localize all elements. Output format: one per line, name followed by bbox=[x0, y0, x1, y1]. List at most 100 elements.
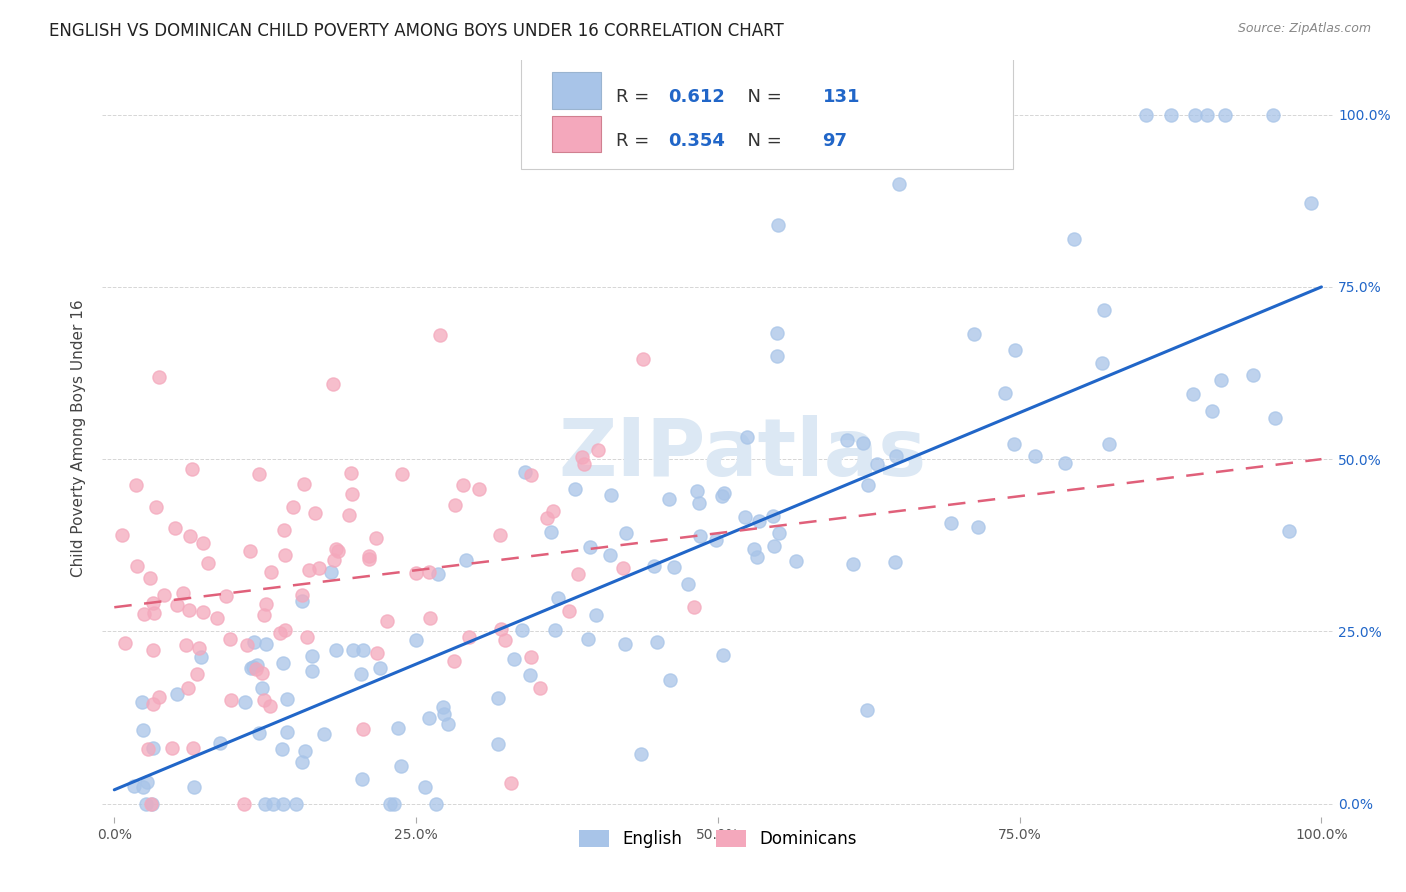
Point bbox=[260, 565, 283, 579]
Point bbox=[1195, 108, 1218, 122]
Point bbox=[557, 604, 579, 618]
Text: Source: ZipAtlas.com: Source: ZipAtlas.com bbox=[1237, 22, 1371, 36]
Point bbox=[748, 514, 770, 528]
Point bbox=[488, 528, 510, 542]
Point bbox=[165, 521, 187, 535]
Point bbox=[742, 541, 765, 556]
Point bbox=[1135, 108, 1157, 122]
Point bbox=[631, 351, 654, 366]
Point bbox=[243, 635, 266, 649]
Point bbox=[111, 528, 134, 542]
Point bbox=[1181, 386, 1204, 401]
Point bbox=[391, 467, 413, 482]
Point bbox=[271, 656, 294, 670]
Point bbox=[215, 589, 238, 603]
Text: N =: N = bbox=[737, 132, 787, 150]
Point bbox=[181, 741, 204, 756]
Point bbox=[762, 509, 785, 524]
Point bbox=[172, 585, 194, 599]
Point bbox=[197, 556, 219, 570]
Point bbox=[1263, 108, 1285, 122]
Point bbox=[125, 559, 148, 574]
Point bbox=[285, 797, 308, 811]
Point bbox=[281, 500, 304, 514]
Point bbox=[295, 631, 318, 645]
Point bbox=[704, 533, 727, 548]
Point bbox=[883, 555, 905, 569]
Point bbox=[294, 743, 316, 757]
Point bbox=[489, 622, 512, 636]
Point bbox=[252, 666, 274, 681]
Point bbox=[366, 531, 388, 545]
Point bbox=[856, 477, 879, 491]
Point bbox=[425, 797, 447, 811]
Point bbox=[352, 723, 374, 737]
Legend: English, Dominicans: English, Dominicans bbox=[572, 823, 863, 855]
Point bbox=[239, 544, 262, 558]
Point bbox=[544, 623, 567, 637]
Point bbox=[486, 691, 509, 706]
Point bbox=[269, 626, 291, 640]
Point bbox=[187, 640, 209, 655]
Point bbox=[586, 442, 609, 457]
Point bbox=[766, 218, 789, 232]
Point bbox=[520, 649, 543, 664]
Point bbox=[312, 727, 335, 741]
Point bbox=[124, 477, 146, 491]
Point bbox=[540, 525, 562, 540]
Point bbox=[382, 797, 405, 811]
Point bbox=[142, 740, 165, 755]
Point bbox=[458, 630, 481, 644]
Point bbox=[443, 499, 465, 513]
Point bbox=[541, 504, 564, 518]
Point bbox=[131, 695, 153, 709]
Point bbox=[180, 462, 202, 476]
Point bbox=[866, 457, 889, 471]
Point bbox=[301, 665, 323, 679]
Text: 97: 97 bbox=[823, 132, 848, 150]
Point bbox=[884, 449, 907, 463]
Point bbox=[339, 508, 361, 523]
FancyBboxPatch shape bbox=[520, 52, 1014, 169]
Point bbox=[1024, 449, 1046, 463]
Point bbox=[342, 643, 364, 657]
Point bbox=[276, 725, 298, 739]
Point bbox=[262, 797, 284, 811]
Point bbox=[688, 496, 710, 510]
Point bbox=[321, 565, 343, 579]
Point bbox=[142, 643, 165, 657]
Point bbox=[662, 560, 685, 574]
Point bbox=[689, 528, 711, 542]
Point bbox=[613, 637, 636, 651]
Point bbox=[645, 635, 668, 649]
Text: 131: 131 bbox=[823, 88, 860, 106]
Point bbox=[240, 661, 263, 675]
Point bbox=[962, 327, 984, 342]
Point bbox=[437, 717, 460, 731]
Point bbox=[325, 643, 347, 657]
Point bbox=[502, 652, 524, 666]
Point bbox=[304, 506, 326, 520]
Point bbox=[585, 607, 607, 622]
Point bbox=[252, 693, 274, 707]
Point bbox=[468, 482, 491, 496]
Point bbox=[298, 562, 321, 576]
Point bbox=[1002, 436, 1025, 450]
FancyBboxPatch shape bbox=[551, 116, 600, 152]
Point bbox=[418, 565, 440, 579]
Point bbox=[387, 721, 409, 735]
Point bbox=[122, 780, 145, 794]
Point bbox=[1004, 343, 1026, 357]
Point bbox=[207, 611, 229, 625]
Point bbox=[432, 706, 454, 721]
Point bbox=[132, 780, 155, 794]
Point bbox=[141, 797, 163, 811]
Point bbox=[245, 662, 267, 676]
Point bbox=[658, 673, 681, 687]
Point bbox=[179, 603, 201, 617]
Point bbox=[745, 549, 768, 564]
Point bbox=[967, 520, 990, 534]
Point bbox=[274, 623, 297, 637]
Point bbox=[855, 703, 877, 717]
Point bbox=[271, 797, 294, 811]
